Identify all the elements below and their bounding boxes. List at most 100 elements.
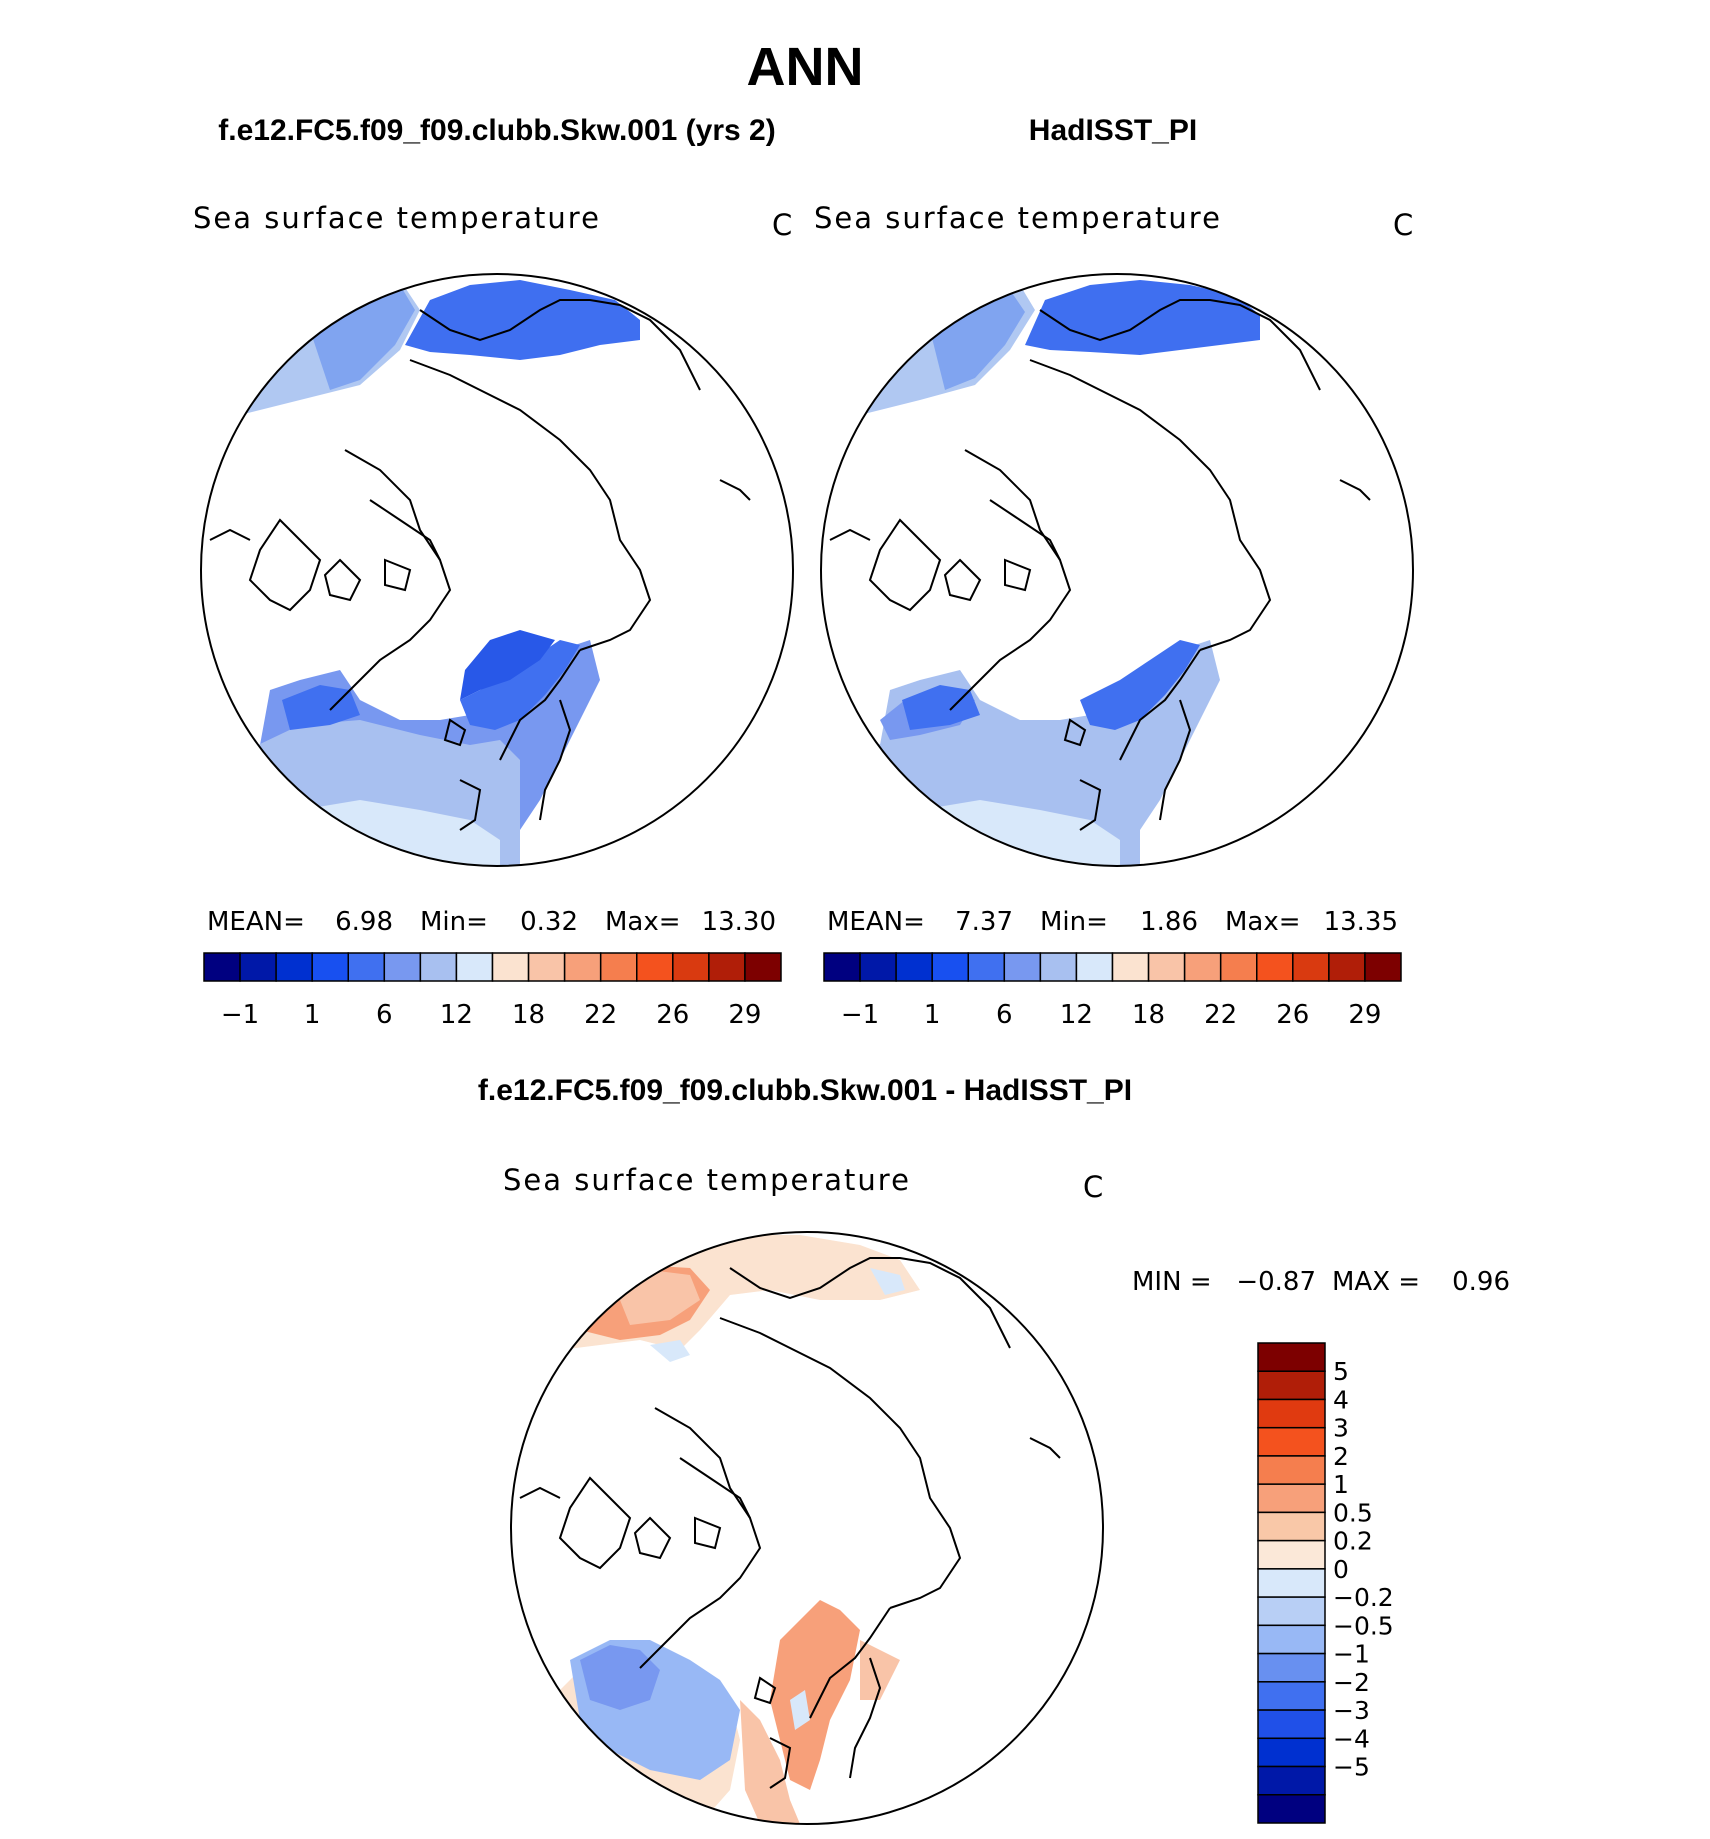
panel-a-min-value: 0.32 (520, 907, 578, 937)
colorbar-b-swatch (895, 952, 933, 982)
colorbar-b-tick-label: 1 (924, 1000, 941, 1030)
sst-field-atlantic-a (250, 630, 600, 866)
colorbar-diff-swatch (1257, 1539, 1326, 1570)
colorbar-diff-swatch (1257, 1398, 1326, 1429)
colorbar-diff-tick-label: 3 (1333, 1414, 1349, 1443)
colorbar-b-swatch (1292, 952, 1330, 982)
colorbar-diff-swatch (1257, 1455, 1326, 1485)
sst-diff-atlantic (560, 1600, 900, 1824)
diff-units: C (1083, 1170, 1103, 1204)
panel-a-max-value: 13.30 (702, 907, 776, 937)
colorbar-a-tick-label: 1 (304, 1000, 321, 1030)
colorbar-b-swatch (1364, 952, 1402, 982)
coastlines-diff (519, 1257, 1061, 1789)
panel-b-max-label: Max= (1225, 907, 1301, 937)
colorbar-a-tick-label: 12 (440, 1000, 473, 1030)
colorbar-b-tick-label: 22 (1204, 1000, 1237, 1030)
colorbar-b-swatch (931, 952, 969, 982)
panel-b-title: HadISST_PI (1029, 114, 1197, 147)
colorbar-a-swatch (672, 952, 710, 982)
colorbar-diff-tick-label: −2 (1333, 1668, 1370, 1697)
colorbar-diff-tick-label: −0.2 (1333, 1583, 1394, 1612)
colorbar-a-swatch (527, 952, 566, 982)
colorbar-a-swatch (311, 952, 349, 982)
colorbar-a-swatch (203, 952, 241, 982)
panel-a-title: f.e12.FC5.f09_f09.clubb.Skw.001 (yrs 2) (218, 114, 775, 147)
diff-min-label: MIN = (1132, 1267, 1212, 1297)
colorbar-diff-tick-label: −1 (1333, 1640, 1370, 1669)
colorbar-diff-tick-label: −4 (1333, 1724, 1370, 1753)
colorbar-a-tick-label: −1 (221, 1000, 259, 1030)
colorbar-a-swatch (347, 952, 386, 982)
colorbar-b-swatch (967, 952, 1006, 982)
colorbar-b-swatch (1256, 952, 1294, 982)
colorbar-a-swatch (455, 952, 494, 982)
colorbar-b-tick-label: 6 (996, 1000, 1013, 1030)
colorbar-a-tick-label: 6 (376, 1000, 393, 1030)
colorbar-diff-tick-label: 2 (1333, 1442, 1349, 1471)
colorbar-a-swatch (239, 952, 277, 982)
colorbar-b-swatch (859, 952, 897, 982)
colorbar-diff-tick-label: 1 (1333, 1470, 1349, 1499)
panel-b-mean-label: MEAN= (827, 907, 925, 937)
colorbar-diff-swatch (1257, 1568, 1326, 1598)
colorbar-a-swatch (599, 952, 638, 982)
colorbar-a-tick-label: 22 (584, 1000, 617, 1030)
panel-b-units: C (1393, 208, 1413, 242)
colorbar-b-swatch (1039, 952, 1078, 982)
diff-min-value: −0.87 (1236, 1267, 1316, 1297)
colorbar-a-swatch (419, 952, 458, 982)
panel-b-mean-value: 7.37 (955, 907, 1013, 937)
colorbar-diff-tick-label: 0.2 (1333, 1527, 1373, 1556)
panel-a-mean-label: MEAN= (207, 907, 305, 937)
colorbar-diff-swatch (1257, 1342, 1326, 1372)
colorbar-diff-swatch (1257, 1794, 1326, 1824)
colorbar-diff-swatch (1257, 1765, 1326, 1796)
colorbar-panel-a: −1 1 6 12 18 22 26 29 (203, 952, 782, 1030)
diff-max-label: MAX = (1332, 1267, 1420, 1297)
colorbar-b-swatch (1328, 952, 1366, 982)
colorbar-b-tick-label: 29 (1348, 1000, 1381, 1030)
colorbar-a-swatch (563, 952, 602, 982)
colorbar-diff-swatch (1257, 1624, 1326, 1655)
colorbar-a-swatch (383, 952, 422, 982)
panel-a-stats: MEAN= 6.98 Min= 0.32 Max= 13.30 (207, 907, 776, 937)
coastlines-b (829, 299, 1371, 831)
colorbar-a-tick-label: 18 (512, 1000, 545, 1030)
diff-variable: Sea surface temperature (503, 1163, 911, 1197)
colorbar-b-tick-label: −1 (841, 1000, 879, 1030)
colorbar-b-tick-label: 12 (1060, 1000, 1093, 1030)
panel-b-variable: Sea surface temperature (814, 201, 1222, 235)
panel-b-min-value: 1.86 (1140, 907, 1198, 937)
colorbar-a-tick-label: 29 (728, 1000, 761, 1030)
panel-b-max-value: 13.35 (1324, 907, 1398, 937)
colorbar-diff-swatch (1257, 1737, 1326, 1768)
colorbar-b-tick-label: 26 (1276, 1000, 1309, 1030)
colorbar-b-swatch (1183, 952, 1222, 982)
colorbar-diff-swatch (1257, 1426, 1326, 1457)
map-panel-diff (510, 1231, 1104, 1825)
map-panel-a (200, 273, 794, 867)
colorbar-diff-tick-label: 5 (1333, 1357, 1349, 1386)
colorbar-diff-tick-label: −5 (1333, 1753, 1370, 1782)
panel-a-min-label: Min= (420, 907, 488, 937)
panel-b-stats: MEAN= 7.37 Min= 1.86 Max= 13.35 (827, 907, 1398, 937)
colorbar-a-swatch (744, 952, 782, 982)
colorbar-diff-swatch (1257, 1681, 1326, 1711)
diff-max-value: 0.96 (1452, 1267, 1510, 1297)
colorbar-diff-swatch (1257, 1370, 1326, 1401)
panel-a-units: C (772, 208, 792, 242)
colorbar-b-swatch (1075, 952, 1114, 982)
colorbar-diff-swatch (1257, 1511, 1326, 1542)
colorbar-diff-tick-label: −3 (1333, 1696, 1370, 1725)
colorbar-diff-swatch (1257, 1596, 1326, 1627)
colorbar-a-swatch (708, 952, 746, 982)
colorbar-panel-b: −1 1 6 12 18 22 26 29 (823, 952, 1402, 1030)
colorbar-diff-swatch (1257, 1652, 1326, 1683)
colorbar-b-tick-label: 18 (1132, 1000, 1165, 1030)
coastlines-a (209, 299, 751, 831)
panel-a-variable: Sea surface temperature (193, 201, 601, 235)
map-panel-b (820, 273, 1414, 867)
colorbar-b-swatch (1147, 952, 1186, 982)
